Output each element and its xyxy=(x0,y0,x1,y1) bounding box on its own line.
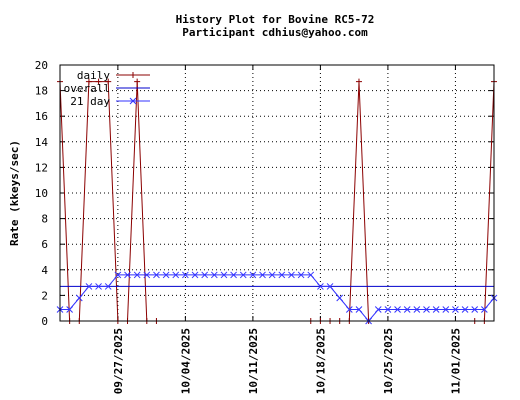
twentyone-day-point xyxy=(162,271,170,279)
x-tick-label: 10/25/2025 xyxy=(382,328,395,394)
twentyone-day-point xyxy=(129,97,137,105)
x-tick-label: 09/27/2025 xyxy=(112,328,125,394)
twentyone-day-point xyxy=(201,271,209,279)
y-tick-label: 14 xyxy=(35,136,49,149)
twentyone-day-point xyxy=(230,271,237,279)
chart-title: History Plot for Bovine RC5-72 xyxy=(176,13,375,26)
twentyone-day-point xyxy=(220,271,228,279)
series-line-21day xyxy=(60,274,495,322)
twentyone-day-point xyxy=(307,271,315,279)
twentyone-day-point xyxy=(413,306,421,313)
twentyone-day-point xyxy=(297,271,305,279)
y-tick-label: 10 xyxy=(35,187,48,200)
twentyone-day-point xyxy=(259,271,266,279)
twentyone-day-point xyxy=(317,283,324,290)
legend-label-21day: 21 day xyxy=(70,95,110,108)
twentyone-day-point xyxy=(461,306,469,313)
twentyone-day-point xyxy=(133,271,141,279)
chart-subtitle: Participant cdhius@yahoo.com xyxy=(182,26,368,39)
daily-point xyxy=(95,78,102,85)
daily-point xyxy=(134,78,141,85)
y-tick-label: 0 xyxy=(41,315,48,328)
y-tick-label: 8 xyxy=(41,213,48,226)
twentyone-day-point xyxy=(85,283,93,290)
twentyone-day-point xyxy=(104,283,112,290)
twentyone-day-point xyxy=(191,271,199,279)
x-tick-label: 10/18/2025 xyxy=(314,328,327,394)
twentyone-day-point xyxy=(336,294,344,302)
legend-label-overall: overall xyxy=(64,82,110,95)
twentyone-day-point xyxy=(288,271,295,279)
twentyone-day-point xyxy=(172,271,180,279)
y-tick-label: 2 xyxy=(41,289,48,302)
twentyone-day-point xyxy=(278,271,286,279)
daily-point xyxy=(355,78,362,85)
twentyone-day-point xyxy=(268,271,276,279)
twentyone-day-point xyxy=(75,294,83,302)
twentyone-day-point xyxy=(210,271,218,279)
twentyone-day-point xyxy=(239,271,247,279)
y-tick-label: 4 xyxy=(41,264,48,277)
twentyone-day-point xyxy=(423,306,430,313)
twentyone-day-point xyxy=(249,271,257,279)
twentyone-day-point xyxy=(143,271,151,279)
y-axis-ticks: 0 2 4 6 8 10 12 14 16 18 20 xyxy=(35,59,494,328)
twentyone-day-point xyxy=(394,306,401,313)
grid-lines xyxy=(60,65,494,321)
plot-frame xyxy=(59,64,495,322)
twentyone-day-point xyxy=(114,271,122,279)
twentyone-day-point xyxy=(384,306,392,313)
twentyone-day-point xyxy=(481,306,488,313)
x-tick-label: 11/01/2025 xyxy=(449,328,462,394)
twentyone-day-point xyxy=(452,306,459,313)
twentyone-day-point xyxy=(442,306,450,313)
y-tick-label: 20 xyxy=(35,59,48,72)
twentyone-day-point xyxy=(182,271,189,279)
daily-point xyxy=(130,72,136,78)
legend-label-daily: daily xyxy=(77,69,110,82)
daily-point xyxy=(85,78,92,85)
twentyone-day-point xyxy=(471,306,479,313)
x-axis-ticks: 09/27/2025 10/04/2025 10/11/2025 10/18/2025… xyxy=(112,65,462,394)
twentyone-day-point xyxy=(355,306,363,313)
twentyone-day-point xyxy=(432,306,440,313)
y-tick-label: 18 xyxy=(35,85,48,98)
x-tick-label: 10/11/2025 xyxy=(247,328,260,394)
y-tick-label: 16 xyxy=(35,110,48,123)
daily-point xyxy=(105,78,112,85)
twentyone-day-point xyxy=(95,283,102,290)
twentyone-day-point xyxy=(403,306,411,313)
twentyone-day-point xyxy=(66,306,73,313)
series-line-daily xyxy=(59,81,495,322)
y-tick-label: 6 xyxy=(41,238,48,251)
twentyone-day-point xyxy=(374,306,382,313)
twentyone-day-point xyxy=(345,306,353,313)
series-21day xyxy=(56,271,498,325)
twentyone-day-point xyxy=(326,283,334,290)
plot-series xyxy=(56,78,498,325)
series-daily xyxy=(57,78,497,324)
twentyone-day-point xyxy=(124,271,131,279)
x-tick-label: 10/04/2025 xyxy=(179,328,192,394)
y-axis-label: Rate (kkeys/sec) xyxy=(8,140,21,246)
y-tick-label: 12 xyxy=(35,161,48,174)
twentyone-day-point xyxy=(153,271,160,279)
